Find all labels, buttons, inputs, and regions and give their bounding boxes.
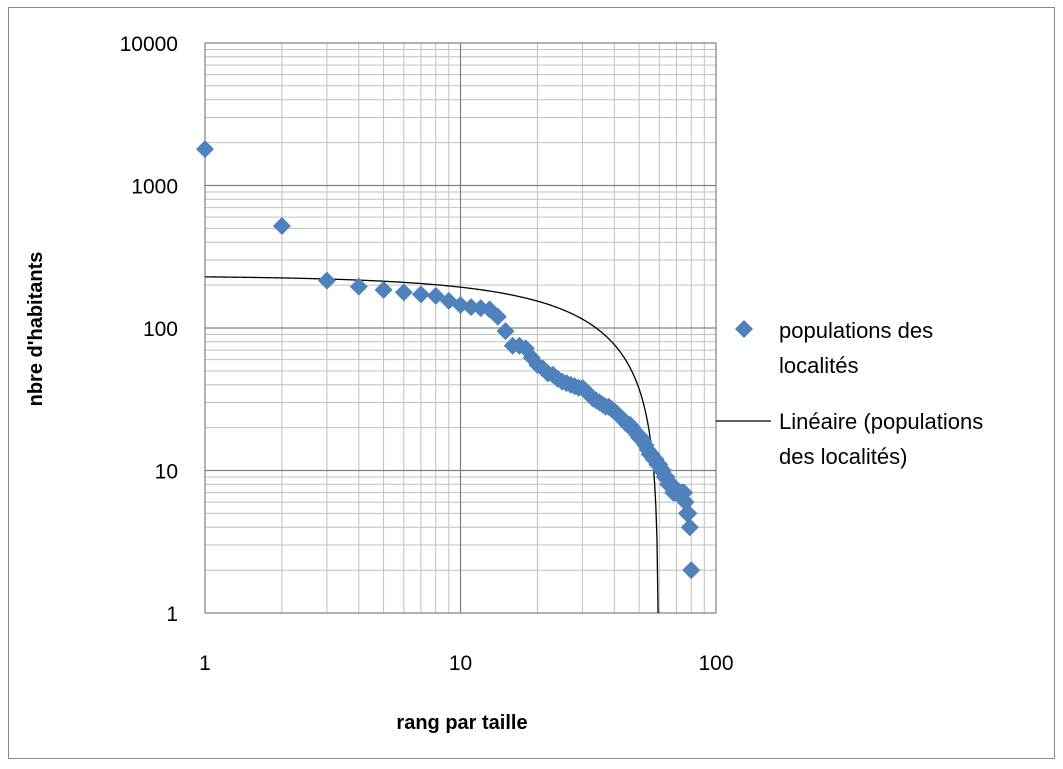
legend-diamond-marker <box>735 320 753 338</box>
chart-frame <box>8 7 1055 759</box>
legend-label-trend-line2: des localités) <box>779 444 907 469</box>
x-tick-label: 100 <box>698 652 733 675</box>
data-point <box>317 271 336 290</box>
legend-label-series-line2: localités <box>779 353 858 378</box>
y-tick-labels: 1 10 100 1000 10000 <box>120 33 178 626</box>
x-tick-labels: 1 10 100 <box>199 652 733 675</box>
data-point <box>374 280 393 299</box>
data-point <box>349 277 368 296</box>
trendline-layer <box>204 276 659 614</box>
data-point <box>488 307 507 326</box>
data-point <box>680 518 699 537</box>
x-axis-title: rang par taille <box>396 712 527 734</box>
data-point <box>411 285 430 304</box>
data-point <box>196 140 214 159</box>
x-tick-label: 1 <box>199 652 211 675</box>
data-point <box>272 216 291 235</box>
data-points <box>196 140 701 580</box>
x-tick-label: 10 <box>449 652 472 675</box>
linear-trendline <box>204 276 659 614</box>
legend-label-trend-line1: Linéaire (populations <box>779 409 983 434</box>
y-tick-label: 10000 <box>120 33 178 56</box>
legend: populations des localités Linéaire (popu… <box>716 318 983 469</box>
data-point <box>679 504 698 523</box>
data-point <box>496 322 515 341</box>
y-tick-label: 100 <box>143 318 178 341</box>
data-point <box>426 286 445 305</box>
y-tick-label: 10 <box>155 461 178 484</box>
major-gridlines <box>204 42 717 614</box>
y-axis-title: nbre d'habitants <box>25 252 47 407</box>
y-tick-label: 1000 <box>131 176 178 199</box>
data-point <box>682 561 701 580</box>
legend-label-series-line1: populations des <box>779 318 933 343</box>
data-point <box>394 283 413 302</box>
y-tick-label: 1 <box>166 603 178 626</box>
